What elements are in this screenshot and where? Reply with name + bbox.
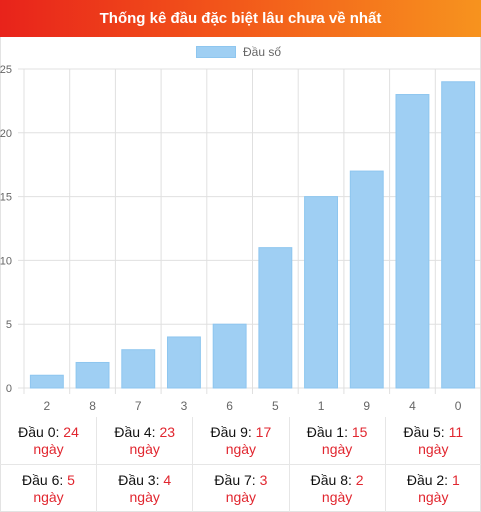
stat-value: 4 — [163, 471, 172, 488]
stat-label: Đầu 0: — [18, 423, 64, 440]
stat-cell: Đầu 6: 5 ngày — [0, 465, 97, 512]
x-tick-label: 8 — [89, 399, 96, 413]
legend-label: Đầu số — [243, 45, 282, 59]
stat-line: Đầu 7: 3 — [214, 472, 267, 489]
stat-label: Đầu 5: — [403, 423, 449, 440]
bar — [258, 247, 293, 389]
bar — [441, 81, 476, 389]
stat-line: Đầu 4: 23 — [114, 424, 175, 441]
stat-cell: Đầu 2: 1 ngày — [385, 465, 481, 512]
stat-value: 5 — [67, 471, 75, 488]
stats-col-divider — [96, 417, 97, 512]
bar-chart: 0 5 10 15 20 25 2 8 7 3 6 5 1 9 4 0 — [0, 64, 481, 413]
stat-unit: ngày — [225, 488, 257, 505]
x-tick-label: 1 — [318, 399, 325, 413]
stat-cell: Đầu 4: 23 ngày — [96, 417, 193, 464]
bar — [166, 336, 201, 389]
stat-label: Đầu 3: — [118, 471, 164, 488]
stat-unit: ngày — [129, 488, 160, 505]
stat-cell: Đầu 8: 2 ngày — [289, 465, 386, 512]
stat-line: Đầu 3: 4 — [118, 472, 171, 489]
x-tick-label: 7 — [135, 399, 142, 413]
x-tick-label: 9 — [363, 399, 370, 413]
stat-cell: Đầu 0: 24 ngày — [0, 417, 97, 464]
stats-row-divider — [0, 464, 481, 465]
stat-unit: ngày — [321, 440, 353, 457]
x-tick-label: 0 — [455, 399, 462, 413]
stat-label: Đầu 4: — [114, 423, 160, 440]
stat-line: Đầu 9: 17 — [211, 424, 272, 441]
stat-value: 3 — [259, 471, 268, 488]
stat-value: 24 — [63, 423, 79, 440]
stat-line: Đầu 2: 1 — [407, 472, 460, 489]
legend-swatch — [196, 46, 236, 58]
stat-line: Đầu 6: 5 — [22, 472, 75, 489]
y-tick-label: 10 — [0, 255, 12, 267]
bar — [395, 94, 430, 389]
bar — [121, 349, 156, 389]
y-tick-label: 0 — [6, 383, 12, 395]
stat-line: Đầu 8: 2 — [311, 472, 364, 489]
stats-col-divider — [192, 417, 193, 512]
stat-line: Đầu 0: 24 — [18, 424, 79, 441]
stat-label: Đầu 1: — [306, 423, 352, 440]
x-tick-label: 6 — [226, 399, 233, 413]
x-tick-label: 5 — [272, 399, 279, 413]
stat-unit: ngày — [129, 440, 160, 457]
stat-unit: ngày — [418, 440, 449, 457]
stat-cell: Đầu 7: 3 ngày — [192, 465, 289, 512]
stat-value: 23 — [159, 423, 176, 440]
stat-label: Đầu 9: — [210, 423, 256, 440]
stat-label: Đầu 2: — [406, 471, 452, 488]
stat-unit: ngày — [33, 488, 64, 505]
stats-col-divider — [289, 417, 290, 512]
stat-unit: ngày — [33, 440, 64, 457]
stat-value: 11 — [448, 423, 464, 440]
stat-cell: Đầu 3: 4 ngày — [96, 465, 193, 512]
stats-col-divider — [385, 417, 386, 512]
stat-cell: Đầu 5: 11 ngày — [385, 417, 481, 464]
chart-title: Thống kê đầu đặc biệt lâu chưa về nhất — [0, 0, 481, 37]
bar — [349, 170, 384, 389]
stat-unit: ngày — [321, 488, 353, 505]
y-tick-label: 5 — [6, 319, 12, 331]
stat-cell: Đầu 9: 17 ngày — [192, 417, 289, 464]
stat-unit: ngày — [418, 488, 449, 505]
stat-label: Đầu 6: — [22, 471, 68, 488]
stat-value: 1 — [451, 471, 460, 488]
stat-label: Đầu 7: — [214, 471, 260, 488]
stat-unit: ngày — [225, 440, 257, 457]
stat-value: 17 — [255, 423, 272, 440]
bar — [212, 323, 247, 389]
x-tick-label: 2 — [44, 399, 51, 413]
x-tick-label: 3 — [181, 399, 188, 413]
stats-table: Đầu 0: 24 ngày Đầu 4: 23 ngày Đầu 9: 17 ngày Đ… — [0, 417, 481, 512]
x-tick-label: 4 — [409, 399, 416, 413]
bar — [29, 374, 64, 389]
bar — [304, 196, 339, 389]
chart-legend[interactable]: Đầu số — [196, 45, 281, 59]
stat-line: Đầu 1: 15 — [307, 424, 368, 441]
stat-value: 2 — [355, 471, 364, 488]
stat-line: Đầu 5: 11 — [403, 424, 463, 441]
stat-label: Đầu 8: — [310, 471, 356, 488]
y-tick-label: 25 — [0, 64, 12, 76]
stat-value: 15 — [351, 423, 368, 440]
y-tick-label: 15 — [0, 192, 12, 204]
y-tick-label: 20 — [0, 128, 12, 140]
stat-cell: Đầu 1: 15 ngày — [289, 417, 386, 464]
bar — [75, 361, 110, 389]
